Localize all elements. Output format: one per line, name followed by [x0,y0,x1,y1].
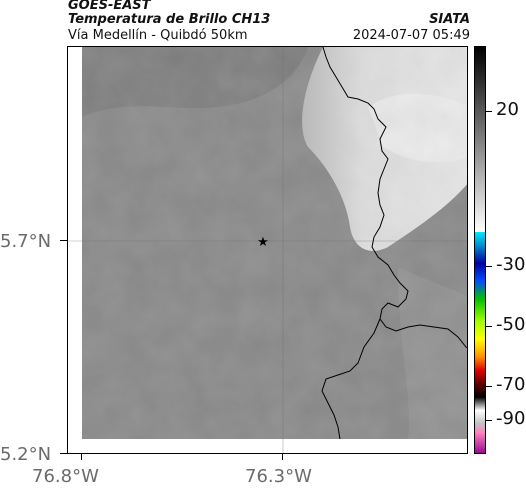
colorbar-label: -70 [496,374,526,395]
xtick-mark [81,454,82,460]
product-title: Temperatura de Brillo CH13 [68,12,271,27]
star-icon: ★ [257,234,269,249]
region-subtitle: Vía Medellín - Quibdó 50km [68,28,248,43]
colorbar-tick [486,111,492,112]
colorbar-tick [486,326,492,327]
satellite-image: ★ [68,47,467,453]
colorbar-label: -30 [496,254,526,275]
colorbar-tick [486,420,492,421]
border-line-south [321,318,381,440]
colorbar-label: 20 [496,99,519,120]
colorbar [474,46,486,454]
ytick-mark [60,240,67,241]
colorbar-label: -90 [496,408,526,429]
timestamp-label: 2024-07-07 05:49 [352,28,470,43]
agency-label: SIATA [429,12,470,27]
ytick-mark [60,453,67,454]
lon-tick-label: 76.3°W [245,466,312,487]
lat-tick-label: 5.7°N [0,231,52,252]
border-line [322,47,467,349]
lon-tick-label: 76.8°W [32,466,99,487]
satellite-title: GOES-EAST [68,0,151,13]
colorbar-tick [486,386,492,387]
map-panel[interactable]: ★ [67,46,468,454]
colorbar-label: -50 [496,314,526,335]
lat-tick-label: 5.2°N [0,444,52,465]
colorbar-tick [486,266,492,267]
xtick-mark [282,454,283,460]
